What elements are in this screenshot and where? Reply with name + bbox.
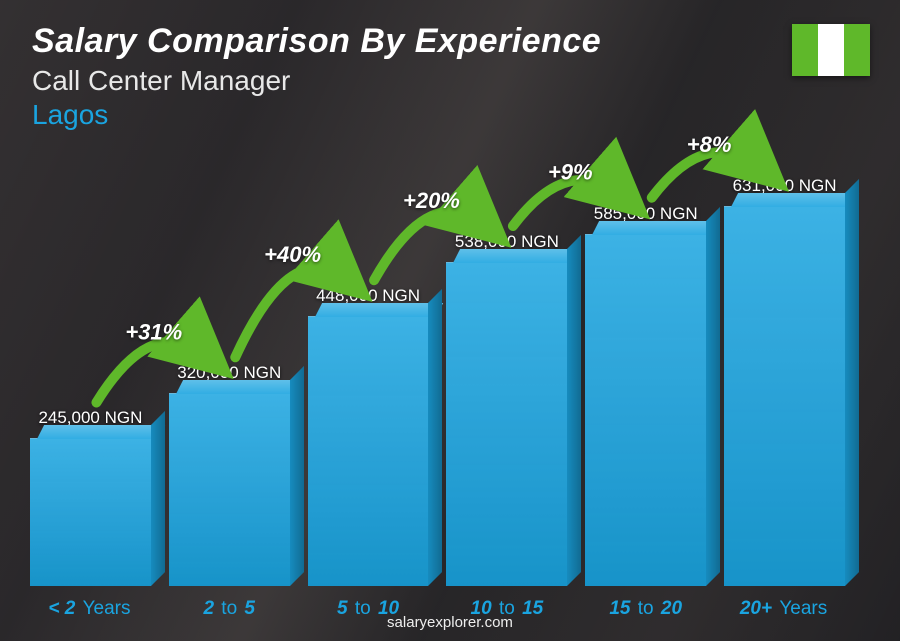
bar: [585, 234, 706, 586]
bar: [30, 438, 151, 586]
flag-stripe-left: [792, 24, 818, 76]
flag-stripe-right: [844, 24, 870, 76]
bar-group: 245,000 NGN< 2 Years: [30, 156, 151, 586]
bar: [446, 262, 567, 586]
location-label: Lagos: [32, 99, 601, 131]
bar: [169, 393, 290, 586]
country-flag-icon: [792, 24, 870, 76]
bar-group: 585,000 NGN15 to 20: [585, 156, 706, 586]
footer-source: salaryexplorer.com: [0, 614, 900, 631]
bar-group: 448,000 NGN5 to 10: [308, 156, 429, 586]
bar: [308, 316, 429, 586]
flag-stripe-center: [818, 24, 844, 76]
bar: [724, 206, 845, 586]
bar-group: 320,000 NGN2 to 5: [169, 156, 290, 586]
bar-group: 538,000 NGN10 to 15: [446, 156, 567, 586]
bar-group: 631,000 NGN20+ Years: [724, 156, 845, 586]
header: Salary Comparison By Experience Call Cen…: [32, 22, 601, 131]
page-title: Salary Comparison By Experience: [32, 22, 601, 61]
salary-bar-chart: 245,000 NGN< 2 Years320,000 NGN2 to 5448…: [30, 156, 845, 586]
job-title: Call Center Manager: [32, 65, 601, 97]
pct-increase-label: +8%: [687, 132, 732, 157]
